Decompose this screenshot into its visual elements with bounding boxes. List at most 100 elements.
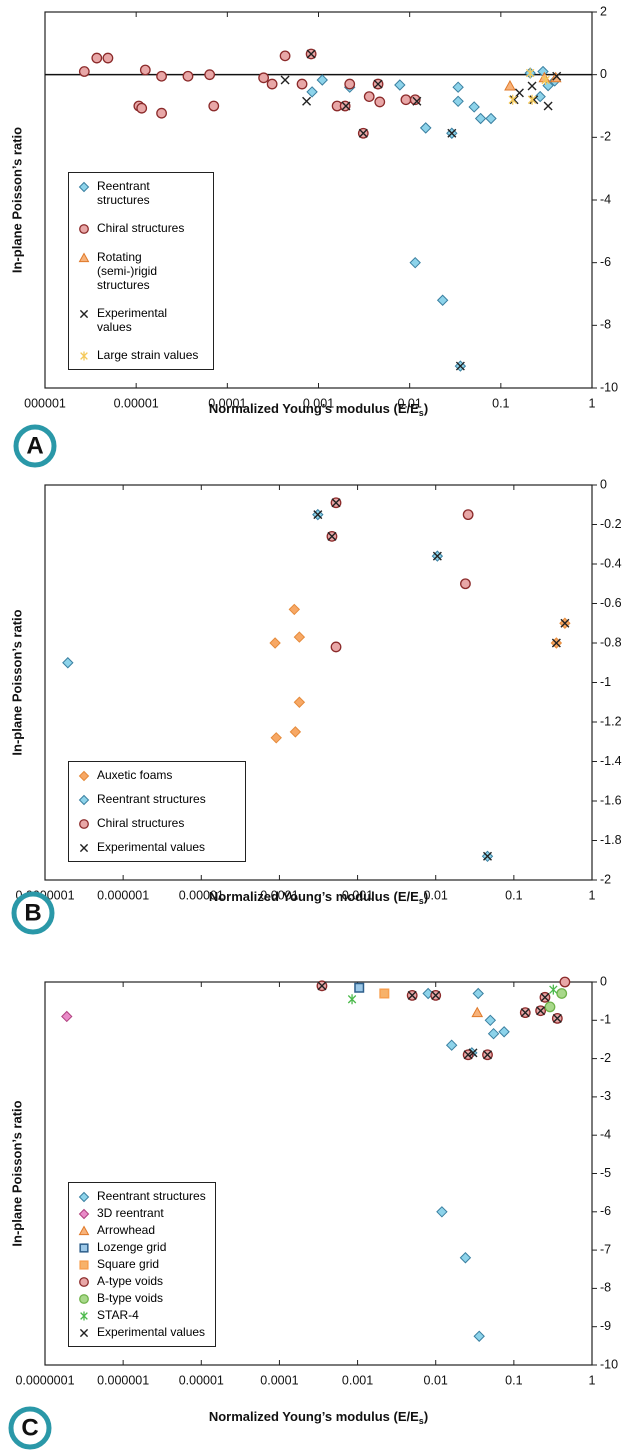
marker <box>62 657 74 669</box>
marker <box>508 94 517 105</box>
marker <box>78 794 90 806</box>
legend-label: Reentrant structures <box>97 1189 206 1203</box>
legend-label: Large strain values <box>97 348 199 362</box>
marker <box>79 843 89 853</box>
marker <box>483 1050 492 1060</box>
legend-item: Rotating (semi-)rigid structures <box>77 250 205 292</box>
y-tick-label: -6 <box>600 255 611 269</box>
legend-item: 3D reentrant <box>77 1206 207 1221</box>
marker <box>288 603 301 616</box>
marker <box>542 79 554 92</box>
legend-icon <box>79 1294 89 1304</box>
marker <box>394 79 406 91</box>
x-axis-label: Normalized Young’s modulus (E/Es) <box>209 1409 428 1426</box>
marker <box>80 351 88 361</box>
legend-icon <box>79 819 89 829</box>
marker <box>341 101 351 111</box>
marker <box>420 122 432 134</box>
marker <box>79 1294 89 1304</box>
marker <box>514 88 524 98</box>
marker <box>544 1001 556 1013</box>
marker <box>78 181 90 193</box>
x-tick-label: 000001 <box>24 396 66 410</box>
legend-item: Large strain values <box>77 348 205 363</box>
legend-item: Auxetic foams <box>77 768 237 783</box>
x-axis-label-main: Normalized Young’s modulus (E/E <box>209 401 419 416</box>
x-tick-label: 0.1 <box>505 1373 522 1387</box>
legend-item: Square grid <box>77 1257 207 1272</box>
x-tick-label: 0.1 <box>492 396 509 410</box>
marker <box>407 990 417 1000</box>
legend-icon <box>80 351 88 361</box>
marker <box>313 510 323 520</box>
marker <box>266 78 278 90</box>
y-axis-label: In-plane Poisson’s ratio <box>9 609 24 755</box>
legend-label: Lozenge grid <box>97 1240 167 1254</box>
legend-item: Lozenge grid <box>77 1240 207 1255</box>
marker <box>78 1191 90 1203</box>
x-tick-label: 0.0000001 <box>15 1373 74 1387</box>
marker <box>455 361 465 371</box>
marker <box>79 224 89 234</box>
marker <box>483 851 492 861</box>
marker <box>472 987 484 1000</box>
x-tick-label: 0.0001 <box>260 1373 298 1387</box>
marker <box>432 551 442 561</box>
x-tick-label: 0.01 <box>424 888 448 902</box>
x-tick-label: 0.000001 <box>97 888 149 902</box>
marker <box>541 74 550 85</box>
marker <box>536 1006 546 1016</box>
y-tick-label: -10 <box>600 1357 618 1371</box>
marker <box>452 95 464 108</box>
marker <box>306 49 316 59</box>
legend-icon <box>78 770 90 782</box>
x-tick-label: 0.001 <box>342 888 373 902</box>
y-axis-label: In-plane Poisson’s ratio <box>9 127 24 273</box>
x-axis-label-end: ) <box>424 401 428 416</box>
legend-label: Reentrant structures <box>97 792 206 806</box>
legend-icon <box>79 1260 89 1270</box>
marker <box>363 91 375 102</box>
marker <box>529 95 539 105</box>
marker <box>91 52 103 64</box>
panel-label: B <box>24 899 41 926</box>
legend-icon <box>79 1243 89 1253</box>
marker <box>471 1006 484 1018</box>
marker <box>258 72 270 84</box>
marker <box>487 1027 500 1040</box>
y-tick-label: -8 <box>600 318 611 332</box>
y-tick-label: -4 <box>600 192 611 206</box>
x-axis-label-sub: s <box>419 1416 424 1426</box>
x-tick-label: 0.0001 <box>260 888 298 902</box>
legend-icon <box>78 1208 90 1220</box>
legend-item: Experimental values <box>77 1325 207 1340</box>
x-axis-label-main: Normalized Young’s modulus (E/E <box>209 1409 419 1424</box>
marker <box>269 637 281 649</box>
legend-item: STAR-4 <box>77 1308 207 1323</box>
marker <box>327 531 337 541</box>
legend: Reentrant structures Chiral structures Rot… <box>68 172 214 370</box>
marker <box>374 96 386 108</box>
y-axis-label: In-plane Poisson’s ratio <box>9 1100 24 1246</box>
legend-label: 3D reentrant <box>97 1206 164 1220</box>
y-tick-label: -1.4 <box>600 754 622 768</box>
marker <box>204 69 216 81</box>
x-tick-label: 1 <box>589 888 596 902</box>
legend-icon <box>79 224 89 234</box>
marker <box>462 509 474 521</box>
marker <box>504 79 516 91</box>
marker <box>543 101 553 111</box>
marker <box>78 1208 90 1220</box>
marker <box>431 990 441 1000</box>
y-tick-label: -5 <box>600 1166 611 1180</box>
legend-label: Square grid <box>97 1257 160 1271</box>
marker <box>436 1206 448 1218</box>
x-tick-label: 0.1 <box>505 888 522 902</box>
legend-item: Arrowhead <box>77 1223 207 1238</box>
legend-label: Chiral structures <box>97 221 185 235</box>
marker <box>302 96 312 106</box>
y-tick-label: -2 <box>600 130 611 144</box>
marker <box>409 256 421 269</box>
marker <box>354 982 365 993</box>
y-tick-label: -8 <box>600 1281 611 1295</box>
